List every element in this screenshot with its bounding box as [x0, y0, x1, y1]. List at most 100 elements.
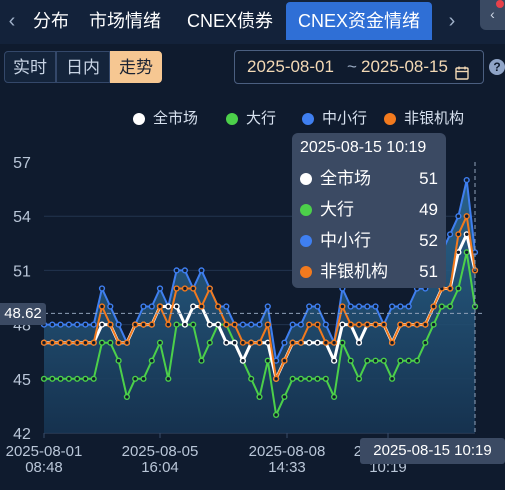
y-tick-label: 42 [13, 426, 31, 443]
data-point [372, 303, 379, 310]
tooltip-series-name: 非银机构 [320, 262, 388, 281]
data-point [90, 375, 97, 382]
date-end[interactable]: 2025-08-15 [361, 57, 448, 76]
data-point [306, 321, 313, 328]
data-point [115, 321, 122, 328]
data-point [140, 375, 147, 382]
data-point [231, 321, 238, 328]
tab-cnex-bond[interactable]: CNEX债券 [186, 11, 273, 31]
tooltip-series-value: 49 [419, 200, 438, 219]
data-point [223, 321, 230, 328]
data-point [231, 339, 238, 346]
data-point [123, 393, 131, 401]
data-point [65, 375, 73, 382]
data-point [40, 339, 48, 346]
data-point [165, 303, 172, 310]
data-point [355, 375, 363, 382]
data-point [82, 339, 89, 346]
data-point [364, 321, 371, 328]
x-tick-label-date: 2025-08-01 [6, 443, 83, 460]
data-point [347, 303, 354, 310]
data-point [264, 357, 271, 364]
data-point [190, 285, 197, 292]
data-point [256, 393, 263, 401]
tooltip-dot-icon [300, 266, 312, 278]
data-point [339, 321, 346, 328]
data-point [98, 339, 106, 346]
x-tick-label-time: 14:33 [268, 459, 306, 476]
data-point [173, 285, 180, 292]
mode-trend-button[interactable]: 走势 [110, 51, 162, 83]
data-point [132, 375, 139, 382]
data-point [198, 303, 205, 310]
data-point [422, 321, 429, 328]
tooltip-series-value: 51 [419, 169, 438, 188]
tooltip-dot-icon [300, 173, 312, 185]
help-icon[interactable]: ? [489, 59, 505, 75]
data-point [273, 411, 280, 419]
data-point [273, 375, 280, 382]
data-point [413, 321, 421, 328]
date-start[interactable]: 2025-08-01 [247, 57, 334, 76]
y-tick-label: 57 [13, 155, 31, 172]
data-point [364, 357, 371, 364]
data-point [57, 375, 64, 382]
data-point [322, 321, 329, 328]
tab-next-icon[interactable]: › [448, 10, 456, 32]
data-point [206, 285, 213, 292]
legend-dot-icon [133, 113, 145, 125]
data-point [264, 321, 271, 328]
data-point [389, 303, 396, 310]
data-point [248, 375, 255, 382]
chart-tooltip: 2025-08-15 10:19 全市场 51 大行 49 中小行 52 非银机… [292, 133, 446, 288]
data-point [422, 339, 429, 346]
y-tick-label: 54 [13, 209, 31, 226]
date-range-picker[interactable]: 2025-08-01 ~ 2025-08-15 [234, 50, 484, 84]
tab-cnex-fund-sentiment[interactable]: CNEX资金情绪 [286, 2, 432, 40]
data-point [397, 357, 404, 364]
data-point [380, 357, 387, 364]
data-point [372, 321, 379, 328]
data-point [239, 357, 247, 364]
tab-distribution[interactable]: 分布 [33, 11, 69, 31]
data-point [98, 321, 106, 328]
data-point [74, 375, 81, 382]
data-point [98, 285, 106, 292]
data-point [173, 267, 180, 274]
data-point [355, 321, 363, 328]
mode-realtime-button[interactable]: 实时 [4, 51, 56, 83]
data-point [82, 375, 89, 382]
tooltip-series-name: 全市场 [320, 169, 371, 188]
x-tick-label-date: 2025-08-05 [122, 443, 199, 460]
data-point [289, 375, 296, 382]
data-point [90, 321, 97, 328]
data-point [181, 267, 189, 274]
data-point [123, 339, 131, 346]
data-point [447, 303, 454, 310]
tab-prev-icon[interactable]: ‹ [8, 10, 16, 32]
data-point [156, 339, 164, 346]
data-point [49, 321, 56, 328]
crosshair-y-label: 48.62 [0, 303, 46, 325]
data-point [405, 357, 412, 364]
data-point [239, 321, 247, 328]
data-point [264, 303, 271, 310]
data-point [57, 339, 64, 346]
data-point [331, 393, 338, 401]
data-point [281, 357, 288, 364]
calendar-icon[interactable] [455, 59, 469, 80]
data-point [405, 321, 412, 328]
data-point [331, 339, 338, 346]
tab-market-sentiment[interactable]: 市场情绪 [89, 11, 161, 31]
data-point [98, 303, 106, 310]
mode-intraday-button[interactable]: 日内 [56, 51, 110, 83]
data-point [314, 339, 321, 346]
data-point [314, 321, 321, 328]
data-point [331, 357, 338, 364]
data-point [223, 339, 230, 346]
data-point [82, 321, 89, 328]
data-point [190, 321, 197, 328]
data-point [463, 177, 470, 184]
data-point [389, 375, 396, 382]
